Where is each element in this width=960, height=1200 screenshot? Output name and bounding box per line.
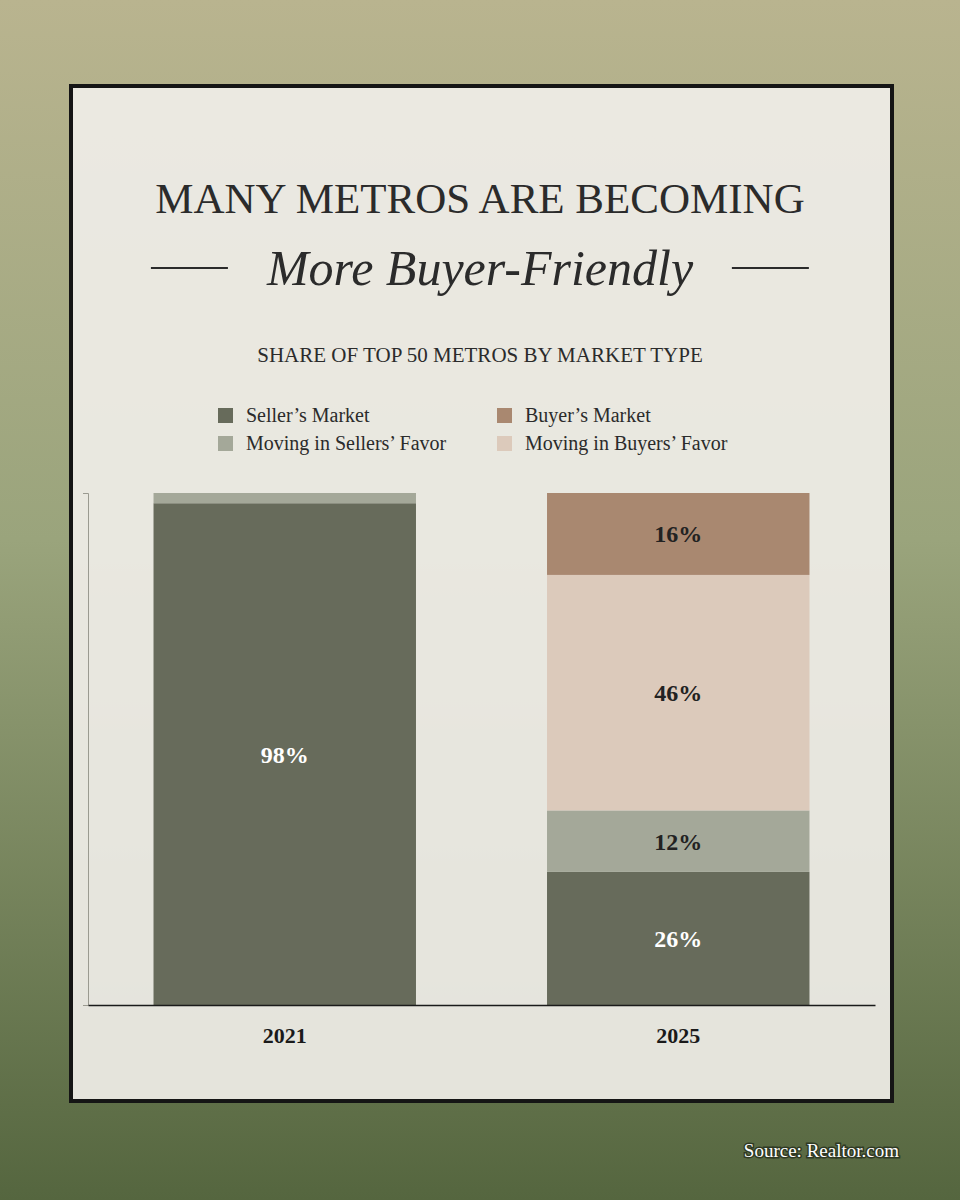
bars [154, 493, 810, 1005]
bar-segment [154, 493, 416, 494]
background [0, 0, 960, 1200]
panel-frame [71, 86, 892, 1101]
bar-segment [154, 493, 416, 494]
data-label: 16% [654, 521, 702, 547]
bar-segment [547, 493, 809, 575]
legend-swatch [497, 408, 512, 423]
subtitle: More Buyer-Friendly [266, 240, 694, 296]
legend-label: Moving in Sellers’ Favor [246, 432, 447, 455]
x-axis-line [89, 1005, 876, 1007]
x-tick-label: 2021 [263, 1023, 307, 1048]
legend-swatch [497, 436, 512, 451]
y-tick-mark [83, 493, 88, 494]
y-axis-line [83, 494, 89, 1006]
data-label: 12% [654, 829, 702, 855]
bar-segment [154, 503, 416, 1005]
legend-label: Seller’s Market [246, 404, 370, 426]
subtitle-rule [151, 267, 228, 269]
source-note: Source: Realtor.com [744, 1140, 899, 1161]
data-label: 98% [261, 742, 309, 768]
x-axis: 2021 2025 [89, 1005, 876, 1048]
title: MANY METROS ARE BECOMING [155, 175, 804, 222]
subtitle-rule [732, 267, 809, 269]
x-tick: 2021 [263, 1005, 307, 1048]
legend-label: Buyer’s Market [525, 404, 651, 427]
y-tick-mark [83, 1005, 88, 1006]
legend-swatch [218, 436, 233, 451]
legend-swatch [218, 408, 233, 423]
chart-heading: SHARE OF TOP 50 METROS BY MARKET TYPE [257, 343, 703, 367]
y-tick [83, 1005, 88, 1006]
bar-segment [154, 493, 416, 503]
x-tick: 2025 [656, 1005, 700, 1048]
legend: Seller’s Market Moving in Sellers’ Favor M… [218, 404, 728, 455]
x-tick-label: 2025 [656, 1023, 700, 1048]
data-labels: 98% 26% 12% 46% 16% [261, 521, 703, 951]
y-tick [83, 493, 88, 494]
bar-segment [547, 810, 809, 871]
data-label: 46% [654, 680, 702, 706]
data-label: 26% [654, 926, 702, 952]
bar-segment [547, 575, 809, 811]
chart-canvas: MANY METROS ARE BECOMING More Buyer-Frien… [0, 0, 960, 1200]
y-axis [83, 494, 89, 1006]
legend-label: Moving in Buyers’ Favor [525, 432, 728, 455]
bar-segment [547, 872, 809, 1005]
